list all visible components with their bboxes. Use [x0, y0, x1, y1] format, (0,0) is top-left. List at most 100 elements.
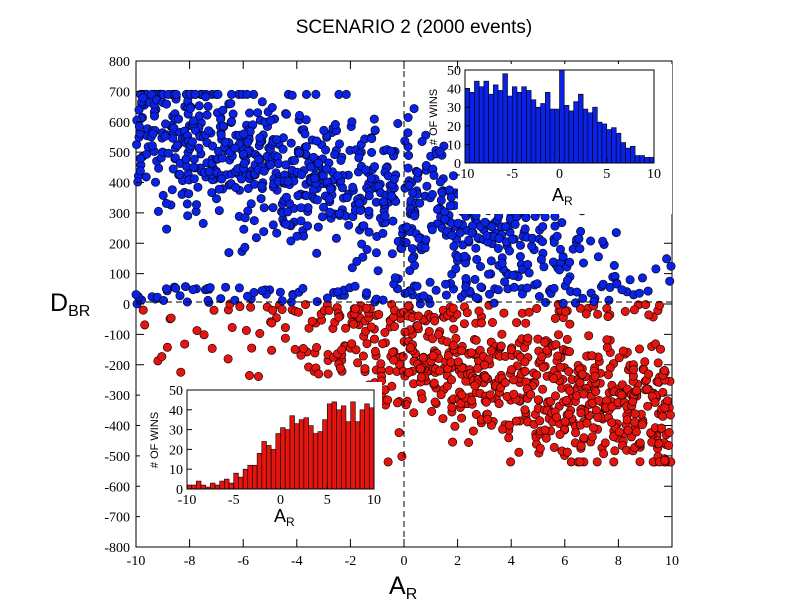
- red-point: [609, 457, 619, 467]
- red-point: [312, 342, 322, 352]
- blue-point: [364, 191, 374, 201]
- y-tick-label: 500: [109, 146, 130, 161]
- blue-point: [536, 255, 546, 265]
- red-point: [587, 432, 597, 442]
- blue-point: [239, 224, 249, 234]
- blue-point: [301, 115, 311, 125]
- red-point: [571, 428, 581, 438]
- blue-point: [501, 222, 511, 232]
- blue-point: [410, 260, 420, 270]
- blue-point: [267, 103, 277, 113]
- red-point: [591, 386, 601, 396]
- inset-red-bar: [303, 417, 309, 490]
- blue-point: [292, 231, 302, 241]
- blue-point: [249, 287, 259, 297]
- red-point: [579, 389, 589, 399]
- red-point: [347, 339, 357, 349]
- blue-point: [231, 183, 241, 193]
- blue-point: [153, 206, 163, 216]
- inset-red-bar: [308, 425, 314, 490]
- blue-point: [412, 281, 422, 291]
- blue-point: [386, 146, 396, 156]
- blue-point: [350, 281, 360, 291]
- blue-point: [221, 282, 231, 292]
- x-tick-label: 0: [401, 554, 408, 569]
- blue-point: [331, 233, 341, 243]
- red-point: [577, 369, 587, 379]
- red-point: [532, 303, 542, 313]
- blue-point: [203, 295, 213, 305]
- red-point: [552, 412, 562, 422]
- blue-point: [400, 288, 410, 298]
- blue-point: [224, 248, 234, 258]
- red-point: [644, 310, 654, 320]
- y-tick-label: -700: [104, 511, 130, 526]
- blue-point: [286, 138, 296, 148]
- inset-red-ticks: -10 -5 0 5 10 0 10 20 30 40 50: [169, 384, 381, 508]
- blue-point: [484, 289, 494, 299]
- blue-point: [401, 238, 411, 248]
- blue-point: [203, 101, 213, 111]
- blue-point: [364, 227, 374, 237]
- inset-blue-bar: [554, 108, 560, 164]
- blue-point: [205, 283, 215, 293]
- red-point: [551, 340, 561, 350]
- red-point: [506, 457, 516, 467]
- red-point: [579, 433, 589, 443]
- blue-point: [565, 257, 575, 267]
- blue-point: [158, 190, 168, 200]
- blue-point: [458, 240, 468, 250]
- blue-point: [593, 252, 603, 262]
- red-point: [524, 307, 534, 317]
- blue-point: [189, 174, 199, 184]
- red-point: [640, 357, 650, 367]
- blue-point: [204, 126, 214, 136]
- red-point: [540, 425, 550, 435]
- red-point: [630, 409, 640, 419]
- blue-point: [446, 192, 456, 202]
- blue-point: [256, 194, 266, 204]
- blue-point: [493, 244, 503, 254]
- blue-point: [268, 220, 278, 230]
- red-point: [632, 385, 642, 395]
- y-tick-label: -200: [104, 359, 130, 374]
- red-point: [541, 433, 551, 443]
- red-point: [199, 330, 209, 340]
- blue-point: [532, 279, 542, 289]
- blue-point: [259, 166, 269, 176]
- red-point: [654, 439, 664, 449]
- blue-point: [344, 220, 354, 230]
- red-point: [550, 391, 560, 401]
- red-point: [409, 408, 419, 418]
- inset-red-bar: [317, 431, 323, 490]
- blue-point: [342, 193, 352, 203]
- inset-red-y-tick-label: 20: [169, 443, 183, 458]
- red-point: [549, 374, 559, 384]
- red-point: [457, 413, 467, 423]
- blue-point: [472, 254, 482, 264]
- blue-point: [325, 184, 335, 194]
- red-point: [334, 312, 344, 322]
- inset-red-bar: [247, 464, 253, 490]
- inset-blue-bar: [587, 112, 593, 164]
- blue-point: [445, 201, 455, 211]
- blue-point: [461, 273, 471, 283]
- red-point: [449, 324, 459, 334]
- blue-point: [425, 277, 435, 287]
- blue-point: [134, 121, 144, 131]
- red-point: [466, 348, 476, 358]
- blue-point: [549, 283, 559, 293]
- blue-point: [387, 191, 397, 201]
- blue-point: [524, 268, 534, 278]
- red-point: [614, 353, 624, 363]
- blue-point: [167, 185, 177, 195]
- red-point: [620, 306, 630, 316]
- inset-blue-bar: [545, 92, 551, 164]
- red-point: [416, 372, 426, 382]
- inset-red-x-tick-label: 10: [367, 493, 381, 508]
- red-point: [588, 423, 598, 433]
- inset-red-bar: [350, 401, 356, 490]
- blue-point: [281, 219, 291, 229]
- inset-blue-bar: [644, 157, 650, 164]
- red-point: [434, 329, 444, 339]
